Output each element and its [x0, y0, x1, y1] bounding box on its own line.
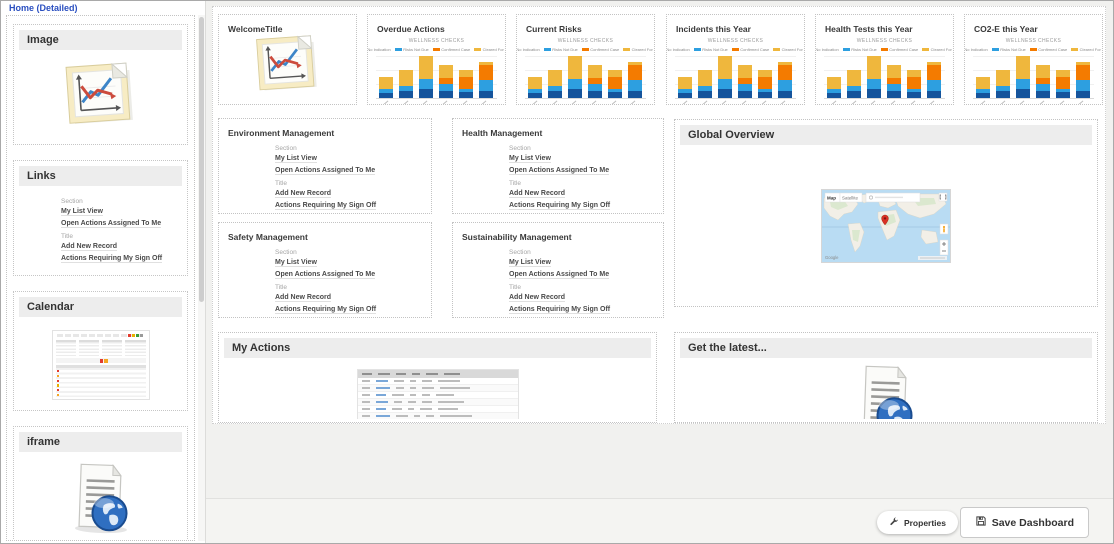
widget-header: Get the latest...	[680, 338, 1092, 358]
widget-title: CO2-E this Year	[974, 24, 1038, 34]
widget-title: WelcomeTitle	[228, 24, 283, 34]
widget-title: Sustainability Management	[462, 232, 572, 242]
widget-my-actions[interactable]: My Actions	[218, 332, 657, 423]
link-my-list-view[interactable]: My List View	[509, 155, 551, 163]
link-actions-sign-off[interactable]: Actions Requiring My Sign Off	[275, 202, 377, 210]
links-group-label: Section	[61, 198, 83, 205]
footer-divider	[206, 498, 1113, 499]
links-group-label: Title	[509, 180, 522, 187]
save-icon	[975, 515, 987, 530]
widget-title: Health Tests this Year	[825, 24, 913, 34]
link-open-actions[interactable]: Open Actions Assigned To Me	[275, 167, 376, 175]
widget-current-risks[interactable]: Current Risks WELLNESS CHECKS No Indicati…	[516, 14, 655, 105]
chart-image-icon	[251, 32, 325, 100]
svg-text:Map: Map	[827, 196, 836, 201]
stacked-bar-chart: WELLNESS CHECKS No Indication Risks Not Du…	[368, 34, 505, 104]
links-group-label: Title	[275, 284, 288, 291]
svg-text:Satellite: Satellite	[842, 196, 859, 201]
link-actions-sign-off[interactable]: Actions Requiring My Sign Off	[509, 202, 611, 210]
link-actions-sign-off[interactable]: Actions Requiring My Sign Off	[275, 306, 377, 314]
palette-scrollbar[interactable]	[198, 15, 205, 541]
widget-sustainability-management[interactable]: Sustainability Management Section My Lis…	[452, 222, 664, 318]
widget-environment-management[interactable]: Environment Management Section My List V…	[218, 118, 432, 214]
links-group-label: Title	[275, 180, 288, 187]
link-actions-sign-off[interactable]: Actions Requiring My Sign Off	[61, 255, 163, 263]
palette-scrollbar-thumb[interactable]	[199, 17, 204, 302]
widget-health-management[interactable]: Health Management Section My List View O…	[452, 118, 664, 214]
widget-co2e-this-year[interactable]: CO2-E this Year WELLNESS CHECKS No Indica…	[964, 14, 1103, 105]
calendar-thumbnail	[51, 330, 150, 400]
document-globe-icon	[851, 363, 921, 419]
save-dashboard-button-label: Save Dashboard	[991, 516, 1074, 529]
widget-title: Incidents this Year	[676, 24, 751, 34]
link-open-actions[interactable]: Open Actions Assigned To Me	[61, 220, 162, 228]
link-actions-sign-off[interactable]: Actions Requiring My Sign Off	[509, 306, 611, 314]
palette-item-links-header: Links	[19, 166, 182, 186]
widget-title: Current Risks	[526, 24, 582, 34]
stacked-bar-chart: WELLNESS CHECKS No Indication Risks Not Du…	[816, 34, 953, 104]
widget-health-tests-this-year[interactable]: Health Tests this Year WELLNESS CHECKS No…	[815, 14, 954, 105]
properties-button-label: Properties	[903, 517, 946, 528]
calendar-status-dots	[128, 334, 143, 337]
stacked-bar-chart: WELLNESS CHECKS No Indication Risks Not Du…	[965, 34, 1102, 104]
link-add-new-record[interactable]: Add New Record	[61, 243, 118, 251]
palette-item-links[interactable]: Links Section My List View Open Actions …	[13, 160, 188, 276]
widget-welcome-title[interactable]: WelcomeTitle	[218, 14, 357, 105]
widget-title: Safety Management	[228, 232, 308, 242]
widget-overdue-actions[interactable]: Overdue Actions WELLNESS CHECKS No Indica…	[367, 14, 506, 105]
widget-title: Environment Management	[228, 128, 335, 138]
save-dashboard-button[interactable]: Save Dashboard	[959, 507, 1089, 538]
breadcrumb-home-link[interactable]: Home (Detailed)	[9, 3, 78, 13]
svg-text:Google: Google	[825, 255, 839, 260]
link-open-actions[interactable]: Open Actions Assigned To Me	[275, 271, 376, 279]
wrench-icon	[889, 517, 899, 529]
link-my-list-view[interactable]: My List View	[509, 259, 551, 267]
links-group-label: Section	[275, 249, 297, 256]
sidebar-divider	[205, 1, 206, 543]
widget-global-overview[interactable]: Global Overview Map Satellite	[674, 119, 1098, 307]
widget-header: Global Overview	[680, 125, 1092, 145]
widget-incidents-this-year[interactable]: Incidents this Year WELLNESS CHECKS No In…	[666, 14, 805, 105]
widget-palette: Image Links Section My List View Open Ac…	[6, 15, 195, 541]
widget-title: Overdue Actions	[377, 24, 445, 34]
stacked-bar-chart: WELLNESS CHECKS No Indication Risks Not Du…	[667, 34, 804, 104]
link-open-actions[interactable]: Open Actions Assigned To Me	[509, 167, 610, 175]
link-my-list-view[interactable]: My List View	[61, 208, 103, 216]
link-my-list-view[interactable]: My List View	[275, 155, 317, 163]
links-preview: Section My List View Open Actions Assign…	[14, 191, 187, 275]
widget-get-the-latest[interactable]: Get the latest...	[674, 332, 1098, 423]
widget-title: Health Management	[462, 128, 543, 138]
links-group-label: Section	[509, 145, 531, 152]
palette-item-iframe[interactable]: iframe	[13, 426, 188, 540]
palette-item-iframe-header: iframe	[19, 432, 182, 452]
link-add-new-record[interactable]: Add New Record	[509, 190, 566, 198]
link-add-new-record[interactable]: Add New Record	[509, 294, 566, 302]
palette-item-image-header: Image	[19, 30, 182, 50]
actions-table-thumbnail	[356, 369, 519, 419]
links-group-label: Title	[61, 233, 74, 240]
stacked-bar-chart: WELLNESS CHECKS No Indication Risks Not Du…	[517, 34, 654, 104]
link-open-actions[interactable]: Open Actions Assigned To Me	[509, 271, 610, 279]
properties-button[interactable]: Properties	[876, 511, 958, 534]
link-add-new-record[interactable]: Add New Record	[275, 294, 332, 302]
link-add-new-record[interactable]: Add New Record	[275, 190, 332, 198]
world-map-thumbnail: Map Satellite Google	[821, 189, 951, 267]
palette-item-image[interactable]: Image	[13, 24, 188, 145]
palette-item-calendar-header: Calendar	[19, 297, 182, 317]
document-globe-icon	[66, 461, 136, 540]
chart-image-icon	[60, 59, 142, 134]
palette-item-calendar[interactable]: Calendar	[13, 291, 188, 411]
links-group-label: Section	[509, 249, 531, 256]
widget-header: My Actions	[224, 338, 651, 358]
links-group-label: Section	[275, 145, 297, 152]
links-group-label: Title	[509, 284, 522, 291]
widget-safety-management[interactable]: Safety Management Section My List View O…	[218, 222, 432, 318]
link-my-list-view[interactable]: My List View	[275, 259, 317, 267]
dashboard-canvas: WelcomeTitle Overdue Actions WELLNESS CH…	[212, 6, 1106, 424]
